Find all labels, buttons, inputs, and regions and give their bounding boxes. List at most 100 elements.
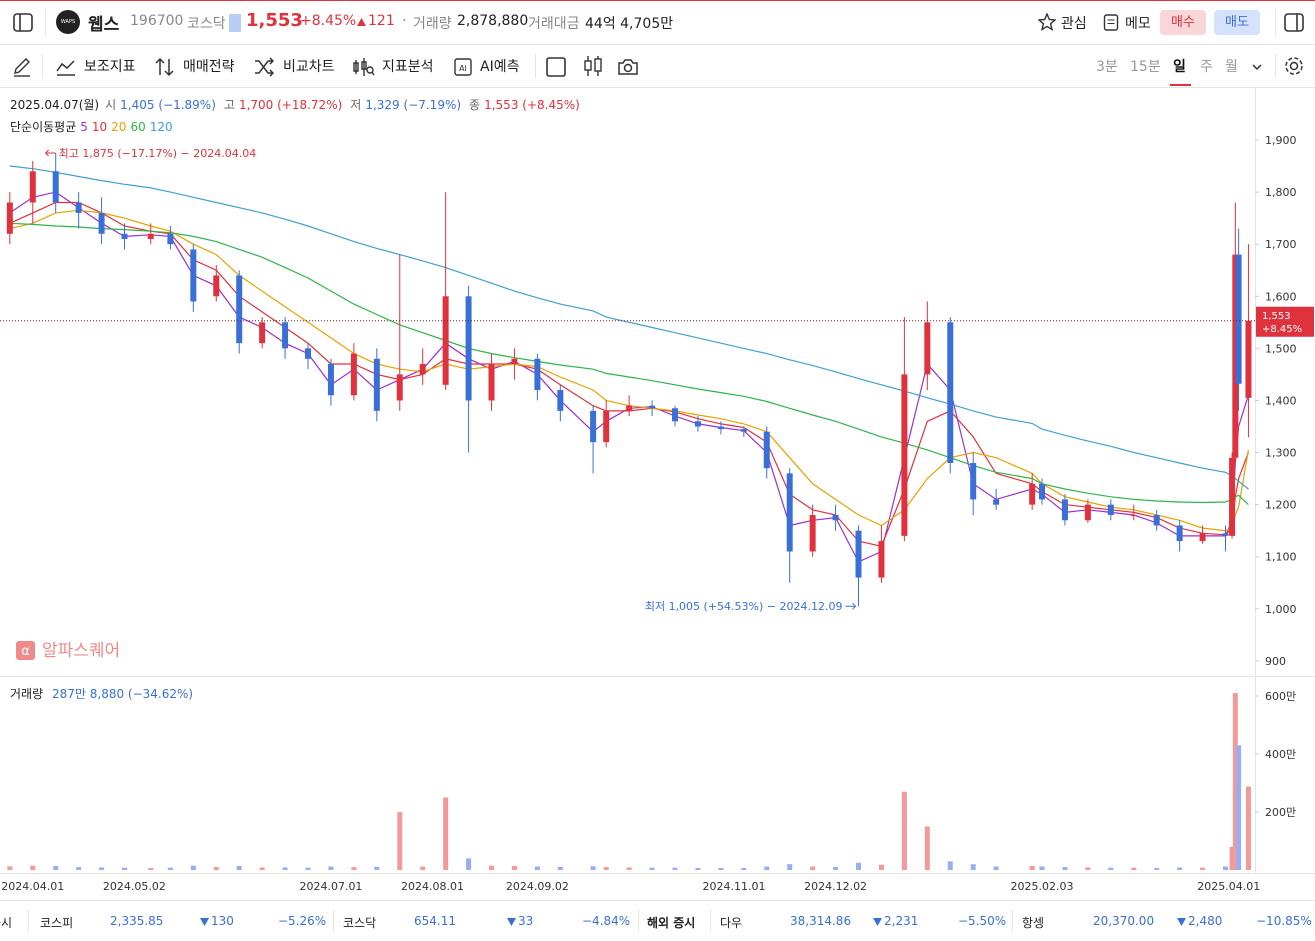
candle-body bbox=[1222, 533, 1229, 536]
y-tick-label: 1,800 bbox=[1265, 186, 1297, 199]
candle-body bbox=[1039, 483, 1046, 500]
ma-line bbox=[9, 165, 1249, 490]
index-name: 코스피 bbox=[40, 916, 74, 930]
candle-body bbox=[809, 515, 816, 552]
ma-line bbox=[9, 209, 1249, 532]
info-date: 2025.04.07(월) bbox=[10, 98, 99, 112]
volume-bar bbox=[741, 867, 747, 870]
volume-bar bbox=[1232, 693, 1238, 870]
y-tick-label: 1,000 bbox=[1265, 603, 1297, 616]
info-high: 1,700 (+18.72%) bbox=[239, 98, 342, 112]
volume-bar bbox=[557, 866, 563, 870]
index-value: 20,370.00 bbox=[1093, 914, 1155, 928]
candle-body bbox=[488, 363, 495, 401]
toolbar-item[interactable]: 지표분석 bbox=[382, 59, 434, 75]
panel-toggle-icon[interactable] bbox=[1283, 12, 1305, 34]
compare-icon[interactable] bbox=[254, 57, 274, 77]
period-button[interactable]: 월 bbox=[1225, 59, 1238, 75]
index-change: 2,231 bbox=[884, 914, 919, 928]
info-label: 시 bbox=[105, 98, 116, 112]
indicator-icon[interactable] bbox=[56, 57, 76, 77]
toolbar-item[interactable]: 보조지표 bbox=[84, 59, 136, 75]
candle-body bbox=[167, 233, 174, 245]
camera-icon[interactable] bbox=[617, 56, 639, 78]
chevron-icon[interactable] bbox=[1251, 61, 1263, 73]
change-rate: +8.45% bbox=[300, 13, 357, 29]
square-icon[interactable] bbox=[545, 56, 567, 78]
candle-body bbox=[878, 541, 885, 578]
volume-bar bbox=[1200, 867, 1206, 870]
volume-bar bbox=[443, 797, 449, 870]
volume-bar bbox=[590, 866, 596, 870]
volume-bar bbox=[190, 865, 196, 870]
candle-body bbox=[590, 410, 597, 443]
candle-body bbox=[373, 358, 380, 411]
toolbar-item[interactable]: 매매전략 bbox=[183, 59, 235, 75]
period-button[interactable]: 주 bbox=[1200, 59, 1213, 75]
index-rate: −5.50% bbox=[958, 914, 1007, 928]
strategy-icon[interactable] bbox=[155, 57, 175, 77]
volume-bar bbox=[1062, 867, 1068, 870]
low-label: 최저 1,005 (+54.53%) − 2024.12.09 bbox=[645, 600, 843, 613]
candle-body bbox=[855, 530, 862, 578]
divider bbox=[1275, 54, 1276, 78]
analysis-icon[interactable] bbox=[353, 57, 375, 77]
draw-icon[interactable] bbox=[11, 56, 33, 78]
market: 코스닥 bbox=[187, 16, 226, 32]
candle-body bbox=[1130, 515, 1137, 517]
candle-body bbox=[1061, 499, 1068, 521]
volume-bar bbox=[489, 865, 495, 870]
watch-button[interactable]: 관심 bbox=[1061, 16, 1087, 32]
x-tick-label: 2024.09.02 bbox=[506, 880, 569, 893]
info-label: 고 bbox=[224, 98, 235, 112]
period-button[interactable]: 15분 bbox=[1130, 59, 1161, 75]
divider bbox=[28, 910, 29, 932]
star-icon[interactable] bbox=[1038, 13, 1056, 31]
low-arrow bbox=[845, 602, 857, 610]
down-arrow bbox=[200, 918, 209, 926]
volume-bar bbox=[924, 826, 930, 870]
candle-body bbox=[832, 515, 839, 521]
logo: WAPS bbox=[56, 10, 80, 34]
candle-icon[interactable] bbox=[582, 55, 604, 77]
ai-icon[interactable]: AI bbox=[452, 56, 474, 78]
volume-bar bbox=[787, 864, 793, 870]
volume-bar bbox=[1223, 866, 1229, 870]
candle-body bbox=[970, 462, 977, 500]
index-change: 33 bbox=[518, 914, 534, 928]
stock-name: 웹스 bbox=[88, 15, 120, 35]
candle-body bbox=[626, 405, 633, 411]
last-price-change: +8.45% bbox=[1262, 324, 1302, 335]
period-button[interactable]: 일 bbox=[1173, 59, 1186, 75]
candle-body bbox=[236, 275, 243, 344]
volume-bar bbox=[305, 867, 311, 870]
y-tick-label: 1,400 bbox=[1265, 394, 1297, 407]
memo-button[interactable]: 메모 bbox=[1125, 16, 1151, 32]
y-tick-label: 1,700 bbox=[1265, 238, 1297, 251]
memo-icon[interactable] bbox=[1103, 13, 1119, 31]
index-name: 코스닥 bbox=[343, 916, 377, 930]
high-label: 최고 1,875 (−17.17%) − 2024.04.04 bbox=[59, 147, 257, 160]
buy-button[interactable]: 매수 bbox=[1160, 10, 1206, 35]
dot: · bbox=[402, 13, 407, 29]
candle-body bbox=[694, 421, 701, 427]
period-button[interactable]: 3분 bbox=[1096, 59, 1118, 75]
candle-body bbox=[305, 348, 312, 359]
candle-body bbox=[75, 202, 82, 213]
volume-bar bbox=[649, 867, 655, 870]
sell-button[interactable]: 매도 bbox=[1214, 10, 1260, 35]
divider bbox=[1275, 8, 1276, 36]
index-value: 2,335.85 bbox=[110, 914, 164, 928]
volume-bar bbox=[213, 867, 219, 870]
down-arrow bbox=[1177, 918, 1186, 926]
toolbar-item[interactable]: AI예측 bbox=[480, 59, 520, 75]
toolbar-item[interactable]: 비교차트 bbox=[283, 59, 335, 75]
candle-body bbox=[740, 429, 747, 432]
ticker-label: 해외 증시 bbox=[647, 916, 696, 930]
candle-body bbox=[121, 233, 128, 239]
legend-entry: 20 bbox=[111, 120, 126, 134]
volume: 2,878,880 bbox=[457, 13, 529, 29]
volume-bar bbox=[374, 866, 380, 870]
settings-icon[interactable] bbox=[1283, 55, 1305, 77]
panel-toggle-icon[interactable] bbox=[12, 12, 34, 34]
